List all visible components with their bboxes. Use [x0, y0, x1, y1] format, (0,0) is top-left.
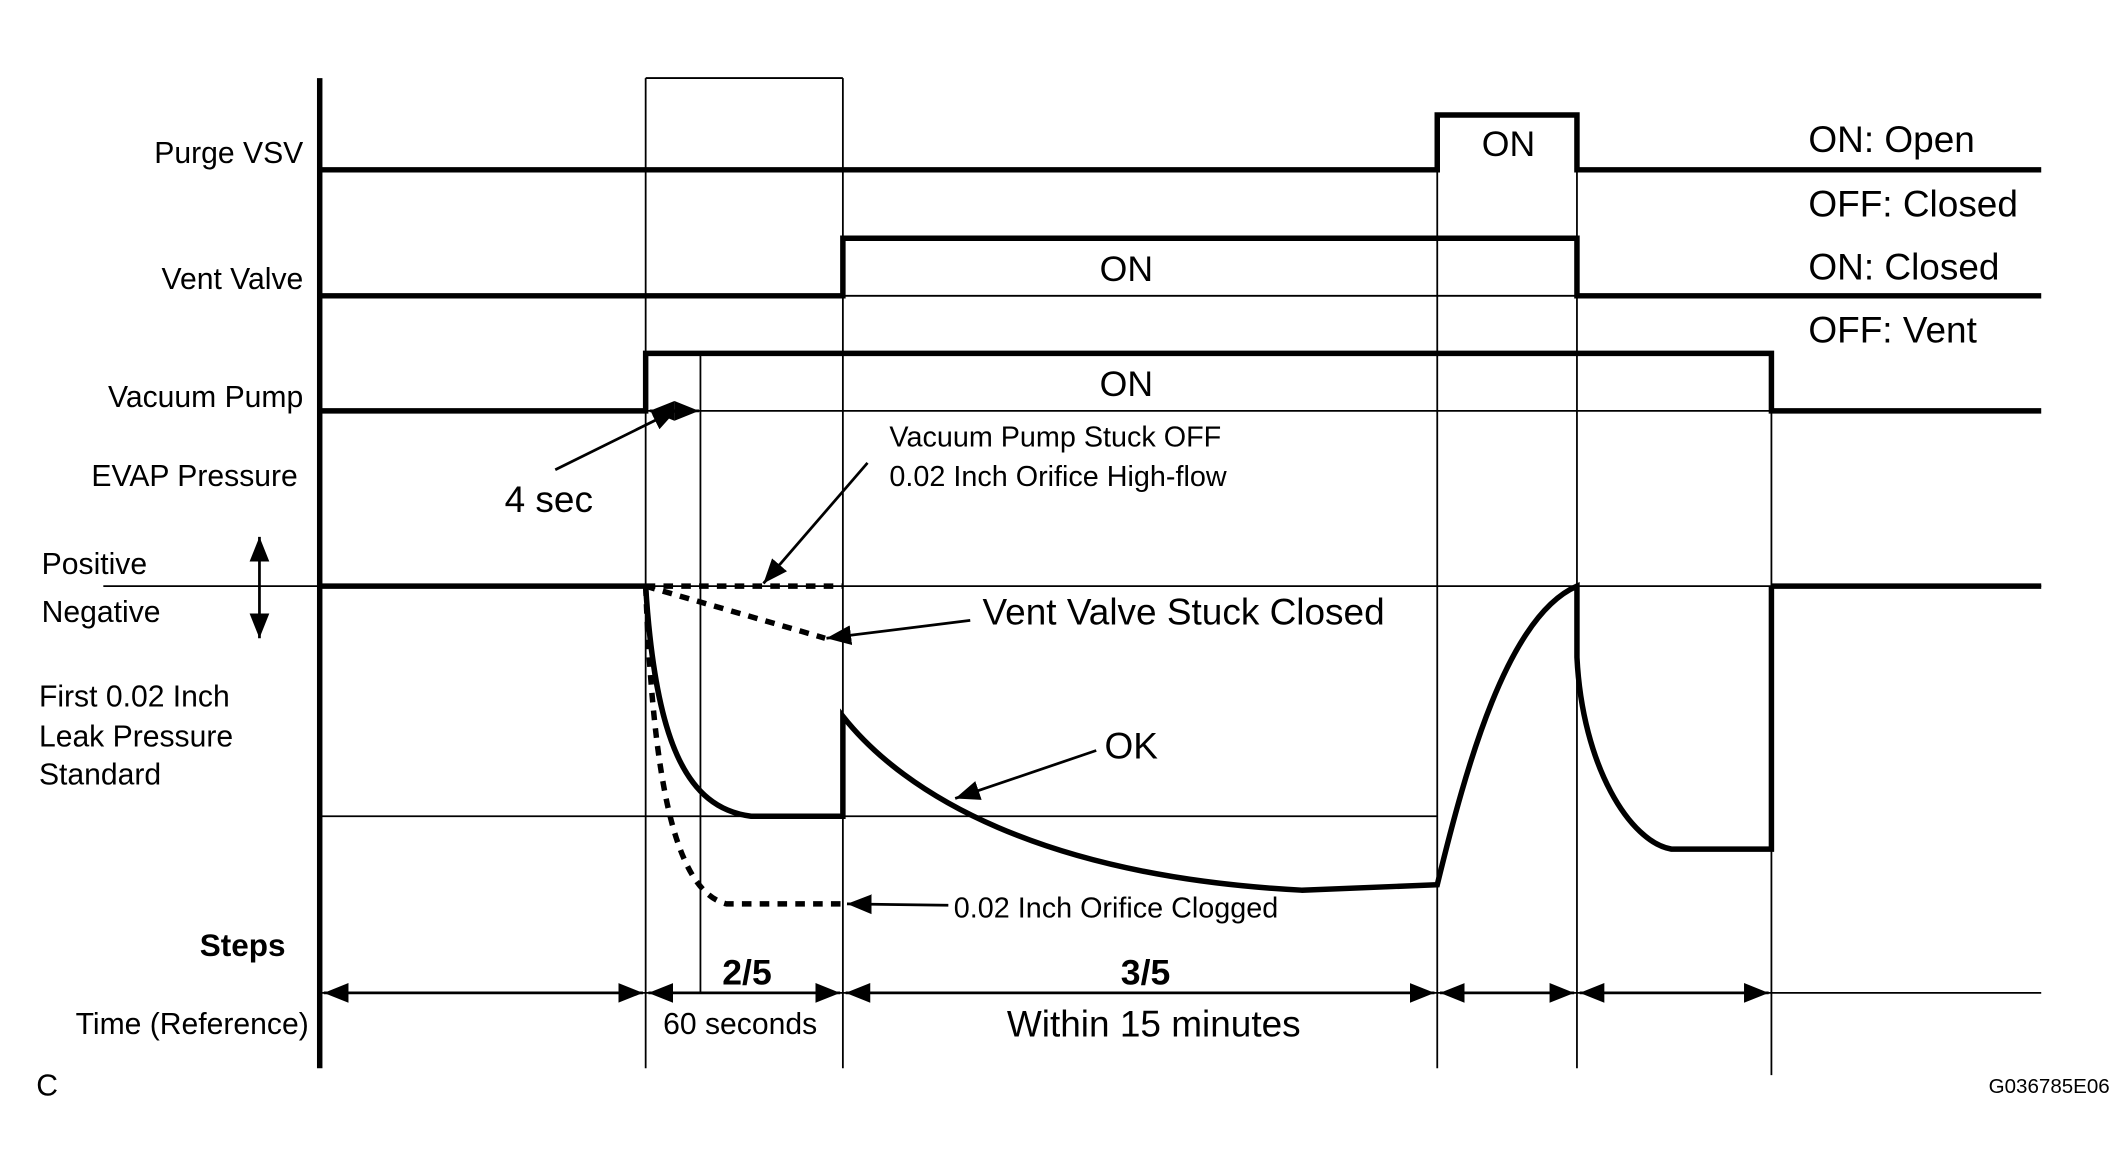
label-vacuum-pump: Vacuum Pump: [108, 381, 303, 414]
stuck-off-label-1: Vacuum Pump Stuck OFF: [889, 421, 1221, 453]
pump-on-label: ON: [1100, 364, 1153, 404]
stuck-off-label-2: 0.02 Inch Orifice High-flow: [889, 461, 1226, 493]
legend-purge-on: ON: Open: [1808, 119, 1974, 160]
label-positive: Positive: [42, 548, 147, 581]
purge-vsv-waveform: [319, 112, 2042, 173]
clogged-label: 0.02 Inch Orifice Clogged: [954, 893, 1278, 925]
label-standard-3: Standard: [39, 759, 161, 792]
vacuum-pump-waveform: [319, 350, 2042, 414]
time-2-label: 60 seconds: [663, 1008, 817, 1041]
clogged-dashed: [642, 586, 843, 907]
vent-on-label: ON: [1100, 249, 1153, 289]
legend-vent-on: ON: Closed: [1808, 246, 1999, 287]
label-purge-vsv: Purge VSV: [154, 137, 303, 170]
label-steps: Steps: [200, 927, 286, 963]
label-time: Time (Reference): [76, 1008, 309, 1041]
legend-vent-off: OFF: Vent: [1808, 309, 1976, 350]
four-sec-label: 4 sec: [505, 479, 593, 520]
label-negative: Negative: [42, 596, 161, 629]
grid-lines: [103, 77, 2042, 1076]
step-3-label: 3/5: [1121, 953, 1170, 993]
vent-valve-waveform: [319, 235, 2042, 299]
label-evap-pressure: EVAP Pressure: [91, 460, 297, 493]
corner-label: C: [36, 1070, 58, 1103]
label-standard-2: Leak Pressure: [39, 720, 233, 753]
figure-id: G036785E06: [1989, 1075, 2110, 1098]
purge-on-label: ON: [1482, 124, 1535, 164]
step-2-label: 2/5: [722, 953, 771, 993]
label-standard-1: First 0.02 Inch: [39, 681, 230, 714]
evap-ok-curve: [642, 581, 1775, 893]
time-3-label: Within 15 minutes: [1007, 1004, 1301, 1045]
vent-stuck-dashed: [644, 583, 826, 641]
legend-purge-off: OFF: Closed: [1808, 183, 2018, 224]
vent-stuck-label: Vent Valve Stuck Closed: [983, 592, 1385, 633]
label-vent-valve: Vent Valve: [162, 263, 304, 296]
ok-label: OK: [1104, 726, 1158, 767]
